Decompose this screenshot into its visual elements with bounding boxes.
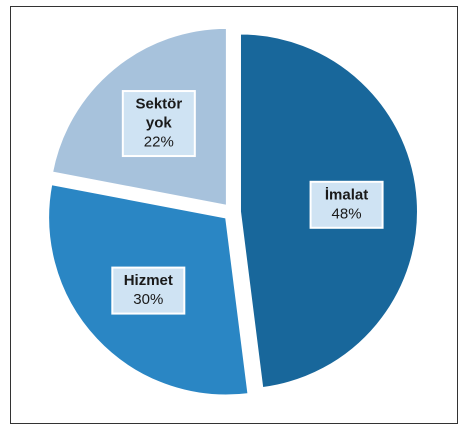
label-box (309, 180, 384, 229)
category-label: İmalat (325, 186, 368, 203)
label-box (111, 266, 186, 315)
category-label: Hizmet (124, 272, 173, 289)
category-label: Sektör yok (135, 96, 182, 132)
value-label: 22% (144, 134, 174, 151)
value-label: 30% (133, 291, 163, 308)
value-label: 48% (332, 205, 362, 222)
label-box (121, 90, 196, 158)
